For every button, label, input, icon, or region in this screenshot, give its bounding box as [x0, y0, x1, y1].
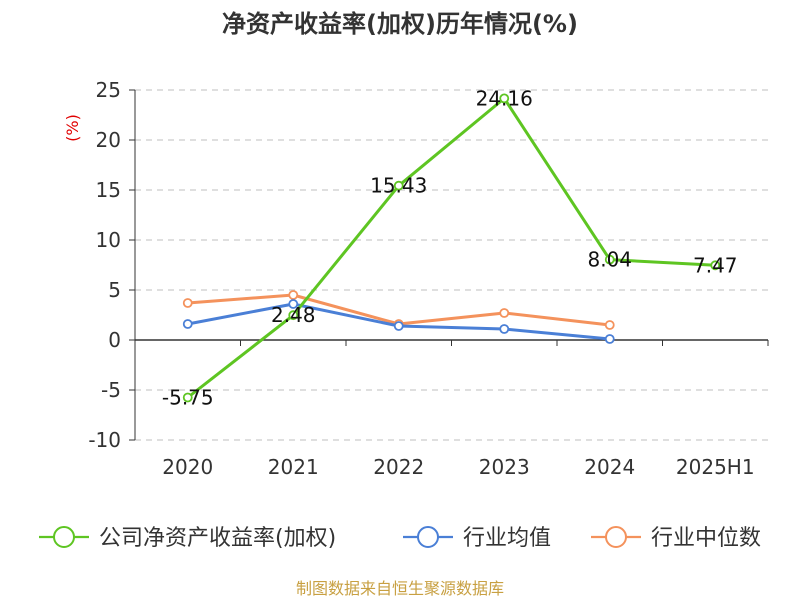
- data-label: 15.43: [370, 174, 427, 198]
- data-label: 7.47: [693, 253, 738, 277]
- x-tick-label: 2023: [479, 455, 530, 479]
- data-point: [604, 334, 615, 344]
- legend: 公司净资产收益率(加权) 行业均值 行业中位数: [39, 526, 761, 551]
- legend-label: 公司净资产收益率(加权): [99, 526, 336, 551]
- y-tick-label: -5: [101, 378, 121, 402]
- legend-label: 行业中位数: [651, 526, 761, 551]
- source-note: 制图数据来自恒生聚源数据库: [296, 579, 504, 598]
- data-point: [393, 180, 404, 191]
- legend-item[interactable]: 行业均值: [403, 526, 551, 551]
- data-point: [182, 392, 193, 403]
- series-line: [186, 96, 716, 399]
- x-tick-label: 2021: [268, 455, 319, 479]
- data-label: 8.04: [587, 248, 632, 272]
- y-tick-label: 10: [96, 228, 121, 252]
- data-point: [710, 260, 721, 271]
- data-point: [499, 93, 510, 104]
- axis-layer: -10 -5 0 5 10 15 20 25 2020 2021 2022 2023 2024 2025H…: [88, 78, 769, 479]
- y-tick-label: 20: [96, 128, 121, 152]
- legend-marker: [53, 526, 75, 548]
- data-point: [499, 308, 510, 318]
- data-point: [288, 290, 299, 300]
- y-tick-label: 25: [96, 78, 121, 102]
- x-tick-label: 2022: [373, 455, 424, 479]
- y-tick-label: 0: [108, 328, 121, 352]
- data-label-layer: -5.75 2.48 15.43 24.16 8.04 7.47: [162, 86, 738, 409]
- legend-item[interactable]: 公司净资产收益率(加权): [39, 526, 336, 551]
- x-tick-label: 2025H1: [676, 455, 755, 479]
- y-axis-label: (%): [63, 114, 82, 142]
- legend-label: 行业均值: [463, 526, 551, 551]
- legend-item[interactable]: 行业中位数: [591, 526, 761, 551]
- chart-title: 净资产收益率(加权)历年情况(%): [222, 10, 578, 38]
- y-tick-label: 5: [108, 278, 121, 302]
- x-tick-label: 2020: [162, 455, 213, 479]
- data-point: [499, 324, 510, 334]
- data-point: [288, 310, 299, 321]
- legend-marker: [605, 526, 627, 548]
- y-tick-label: -10: [88, 428, 121, 452]
- x-tick-label: 2024: [584, 455, 635, 479]
- series-layer: [182, 93, 721, 403]
- data-label: 24.16: [476, 86, 533, 110]
- data-point: [288, 299, 299, 309]
- data-point: [604, 320, 615, 330]
- data-label: -5.75: [162, 386, 214, 410]
- data-point: [182, 319, 193, 329]
- data-label: 2.48: [271, 303, 316, 327]
- y-tick-label: 15: [96, 178, 121, 202]
- data-point: [393, 321, 404, 331]
- legend-marker: [417, 526, 439, 548]
- data-point: [604, 254, 615, 265]
- data-point: [182, 298, 193, 308]
